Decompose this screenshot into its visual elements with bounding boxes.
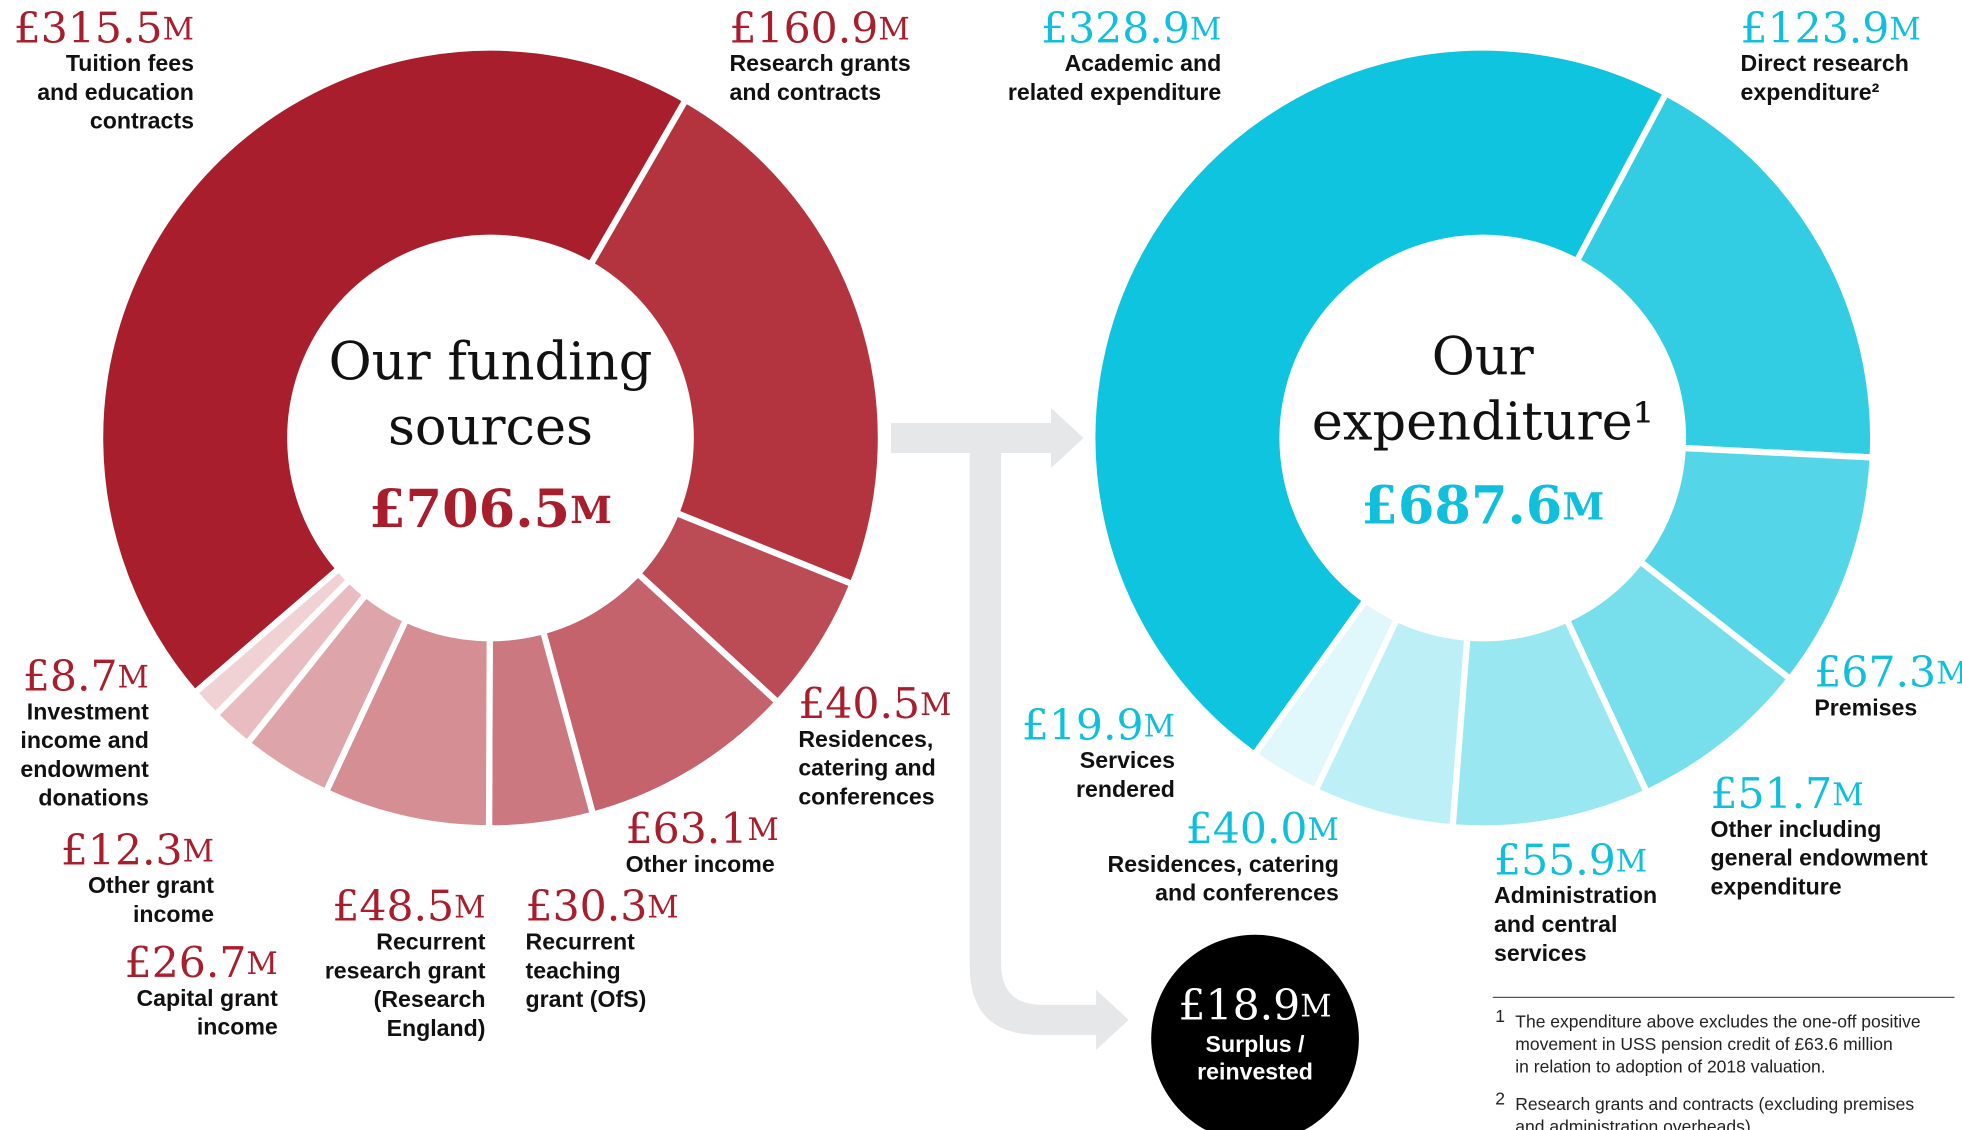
category-label: Research grants and contracts [729,50,910,105]
value-label: £160.9M [729,4,909,53]
category-label: Services rendered [1076,747,1175,802]
surplus-label: Surplus / reinvested [1197,1031,1313,1085]
value-label: £63.1M [626,805,779,854]
category-label: Residences, catering and conferences [798,726,936,810]
value-label: £12.3M [61,826,214,875]
surplus-circle [1151,934,1359,1130]
footnote-marker: 1 [1495,1006,1505,1026]
value-label: £8.7M [23,652,149,701]
surplus-value: £18.9M [1178,982,1331,1031]
category-label: Other income [626,851,775,877]
category-label: Other grant income [88,872,214,927]
category-label: Residences, catering and conferences [1108,851,1339,906]
value-label: £48.5M [332,883,485,932]
category-label: Other including general endowment expendit… [1710,816,1927,900]
category-label: Administration and central services [1494,882,1657,966]
category-label: Academic and related expenditure [1008,50,1221,105]
footnote-marker: 2 [1495,1089,1505,1109]
category-label: Premises [1814,695,1917,721]
footnote-text: The expenditure above excludes the one-o… [1515,1011,1920,1076]
center-total: £687.6M [1361,475,1604,536]
category-label: Direct research expenditure² [1741,50,1909,105]
value-label: £123.9M [1741,4,1921,53]
category-label: Tuition fees and education contracts [37,50,194,134]
donut-segment [587,96,885,588]
category-label: Investment income and endowment donations [20,698,149,810]
category-label: Capital grant income [136,985,278,1040]
value-label: £40.5M [798,680,951,729]
center-title: Our expenditure¹ [1312,326,1654,452]
category-label: Recurrent research grant (Research England) [325,929,486,1041]
center-total: £706.5M [369,479,612,540]
value-label: £26.7M [125,939,278,988]
center-title: Our funding sources [329,331,653,457]
donut-segment [96,44,689,697]
footnote-text: Research grants and contracts (excluding… [1515,1094,1914,1130]
donut-segment [1251,597,1401,794]
category-label: Recurrent teaching grant (OfS) [526,929,647,1013]
value-label: £30.3M [526,883,679,932]
value-label: £51.7M [1710,770,1863,819]
value-label: £328.9M [1041,4,1221,53]
value-label: £315.5M [14,4,194,53]
donut-segment [1089,44,1670,758]
value-label: £40.0M [1186,805,1339,854]
donut-segment [191,565,353,719]
value-label: £55.9M [1494,836,1647,885]
value-label: £19.9M [1022,701,1175,750]
donut-segment [1573,90,1877,461]
value-label: £67.3M [1814,649,1962,698]
